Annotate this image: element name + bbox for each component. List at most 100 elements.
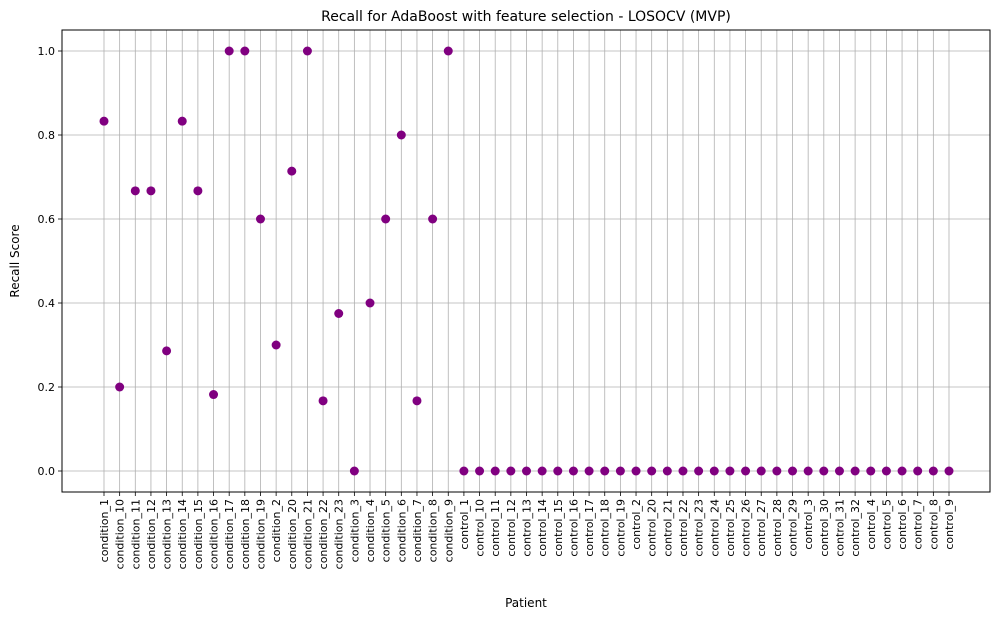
x-tick-label: condition_9: [442, 499, 455, 562]
data-point: [396, 130, 406, 140]
x-tick-label: control_6: [896, 499, 909, 550]
data-point: [568, 466, 578, 476]
data-point: [193, 186, 203, 196]
x-tick-label: condition_8: [427, 499, 440, 562]
x-tick-label: condition_21: [301, 499, 314, 569]
data-point: [334, 309, 344, 318]
x-tick-label: control_20: [646, 499, 659, 557]
y-tick-label: 0.4: [38, 297, 56, 310]
x-tick-label: control_27: [755, 499, 768, 557]
data-point: [349, 466, 359, 476]
grid: [62, 30, 990, 492]
y-tick-label: 0.8: [38, 129, 56, 142]
x-tick-label: condition_5: [380, 499, 393, 562]
y-tick-label: 0.2: [38, 381, 56, 394]
data-point: [819, 466, 829, 476]
x-tick-label: condition_1: [98, 499, 111, 562]
y-tick-label: 0.0: [38, 465, 56, 478]
x-tick-label: control_31: [833, 499, 846, 557]
data-point: [271, 340, 281, 350]
data-point: [381, 214, 391, 224]
x-tick-label: condition_15: [192, 499, 205, 569]
data-point: [709, 466, 719, 476]
data-point: [287, 166, 297, 176]
x-tick-label: control_15: [552, 499, 565, 557]
data-point: [115, 382, 125, 392]
x-tick-label: control_32: [849, 499, 862, 557]
data-point: [177, 116, 187, 126]
data-point: [803, 466, 813, 476]
x-tick-label: control_17: [583, 499, 596, 557]
x-tick-label: condition_17: [223, 499, 236, 569]
x-tick-label: control_1: [458, 499, 471, 550]
data-point: [302, 46, 312, 56]
x-tick-label: condition_22: [317, 499, 330, 569]
chart-title: Recall for AdaBoost with feature selecti…: [321, 9, 731, 25]
data-point: [490, 466, 500, 476]
data-point: [615, 466, 625, 476]
x-tick-label: condition_13: [161, 499, 174, 569]
data-point: [584, 466, 594, 476]
x-tick-label: control_5: [880, 499, 893, 550]
y-axis-label: Recall Score: [8, 224, 22, 297]
x-tick-label: control_8: [927, 499, 940, 550]
x-tick-label: control_7: [912, 499, 925, 550]
y-tick-label: 0.6: [38, 213, 56, 226]
data-point: [944, 466, 954, 476]
data-point: [162, 346, 172, 356]
data-point: [130, 186, 140, 196]
data-point: [725, 466, 735, 476]
x-tick-label: control_28: [771, 499, 784, 557]
data-point: [209, 390, 219, 400]
data-point: [412, 396, 422, 406]
x-tick-label: condition_23: [333, 499, 346, 569]
x-tick-label: condition_11: [129, 499, 142, 569]
data-point: [506, 466, 516, 476]
x-tick-label: control_13: [521, 499, 534, 557]
data-point: [365, 298, 375, 308]
x-tick-label: control_21: [661, 499, 674, 557]
data-point: [788, 466, 798, 476]
data-point: [146, 186, 156, 196]
data-point: [459, 466, 469, 476]
data-point: [224, 46, 234, 56]
x-tick-label: control_26: [740, 499, 753, 557]
data-point: [928, 466, 938, 476]
data-point: [881, 466, 891, 476]
data-point: [428, 214, 438, 224]
data-point: [897, 466, 907, 476]
y-axis: 0.0 0.2 0.4 0.6 0.8 1.0: [38, 45, 62, 478]
data-point: [255, 214, 265, 224]
x-tick-label: control_30: [818, 499, 831, 557]
x-tick-label: condition_12: [145, 499, 158, 569]
data-point: [443, 46, 453, 56]
data-point: [772, 466, 782, 476]
x-tick-label: control_18: [599, 499, 612, 557]
x-tick-label: condition_7: [411, 499, 424, 562]
x-tick-label: condition_3: [348, 499, 361, 562]
x-tick-label: condition_14: [176, 499, 189, 569]
x-tick-label: control_24: [708, 499, 721, 557]
data-point: [631, 466, 641, 476]
x-axis-label: Patient: [505, 596, 547, 610]
x-tick-label: control_11: [489, 499, 502, 557]
data-point: [475, 466, 485, 476]
data-point: [694, 466, 704, 476]
x-tick-label: control_16: [567, 499, 580, 557]
x-tick-label: control_25: [724, 499, 737, 557]
data-point: [741, 466, 751, 476]
x-tick-label: condition_6: [395, 499, 408, 562]
x-tick-label: control_23: [693, 499, 706, 557]
data-point: [600, 466, 610, 476]
x-tick-label: condition_2: [270, 499, 283, 562]
x-axis: condition_1 condition_10 condition_11 condi…: [98, 492, 956, 569]
data-point: [850, 466, 860, 476]
data-point: [866, 466, 876, 476]
x-tick-label: control_2: [630, 499, 643, 550]
x-tick-label: control_14: [536, 499, 549, 557]
data-point: [834, 466, 844, 476]
x-tick-label: control_29: [787, 499, 800, 557]
data-point: [553, 466, 563, 476]
data-point: [99, 116, 109, 126]
